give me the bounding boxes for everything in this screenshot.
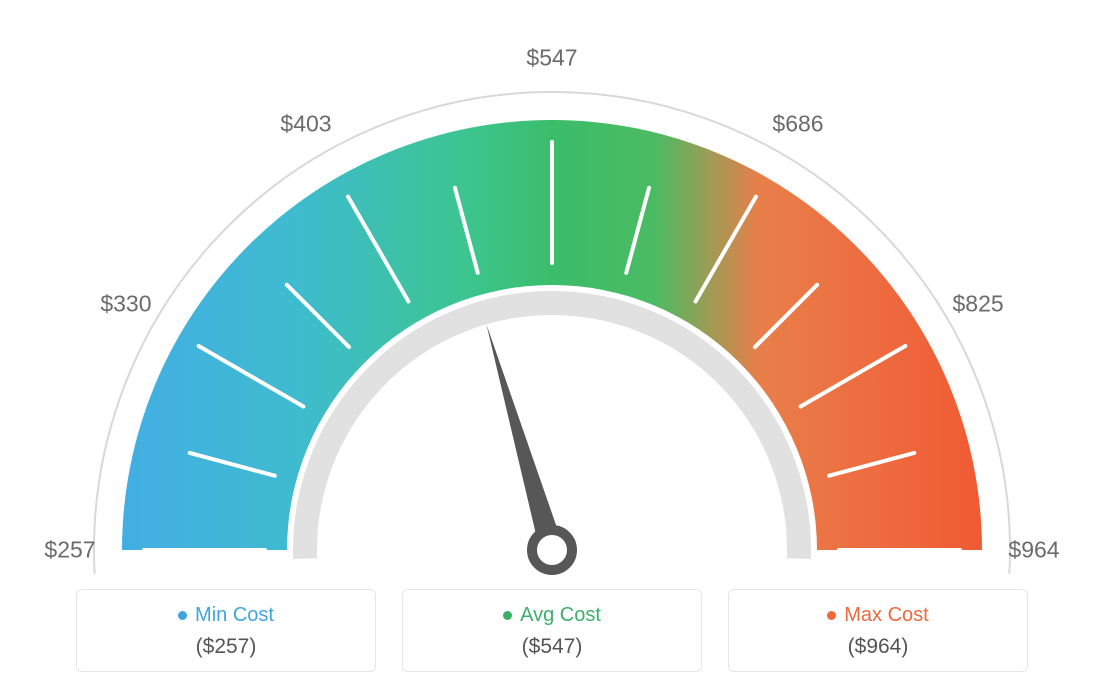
legend-dot-avg	[503, 611, 512, 620]
gauge-svg	[22, 20, 1082, 580]
legend-label-avg: Avg Cost	[520, 604, 601, 627]
legend-value-max: ($964)	[739, 635, 1017, 659]
legend-label-min: Min Cost	[195, 604, 274, 627]
gauge-tick-label: $964	[1008, 537, 1059, 564]
legend-card-max: Max Cost ($964)	[728, 589, 1028, 672]
legend-card-min: Min Cost ($257)	[76, 589, 376, 672]
gauge-tick-label: $686	[772, 110, 823, 137]
legend-dot-min	[178, 611, 187, 620]
legend-label-max: Max Cost	[844, 604, 928, 627]
gauge-tick-label: $257	[44, 537, 95, 564]
gauge-tick-label: $547	[526, 45, 577, 72]
legend-dot-max	[827, 611, 836, 620]
gauge-tick-label: $330	[100, 291, 151, 318]
gauge-chart: $257 $330 $403 $547 $686 $825 $964	[22, 20, 1082, 580]
gauge-tick-label: $825	[952, 291, 1003, 318]
legend-row: Min Cost ($257) Avg Cost ($547) Max Cost…	[0, 589, 1104, 672]
legend-value-avg: ($547)	[413, 635, 691, 659]
legend-card-avg: Avg Cost ($547)	[402, 589, 702, 672]
legend-value-min: ($257)	[87, 635, 365, 659]
cost-gauge-widget: $257 $330 $403 $547 $686 $825 $964 Min Cost ($…	[0, 0, 1104, 690]
gauge-tick-label: $403	[280, 110, 331, 137]
